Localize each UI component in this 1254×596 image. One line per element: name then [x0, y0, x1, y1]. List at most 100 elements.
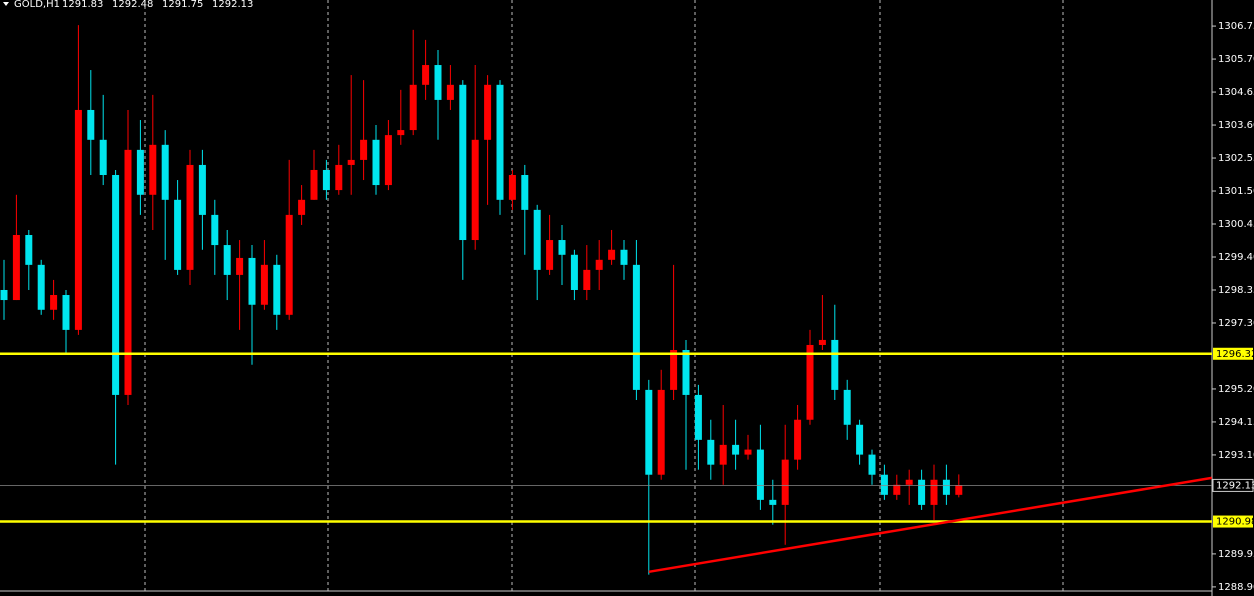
candle-body: [583, 269, 591, 290]
y-tick-label: 1294.15: [1218, 417, 1254, 428]
candle-body: [285, 214, 293, 315]
candle-body: [769, 499, 777, 505]
candle-body: [856, 424, 864, 455]
candle-body: [694, 394, 702, 440]
candle-body: [905, 479, 913, 485]
candle-body: [831, 339, 839, 390]
y-tick-label: 1306.75: [1218, 21, 1254, 32]
candle-body: [347, 159, 355, 165]
candle-body: [818, 339, 826, 345]
candle-body: [682, 349, 690, 395]
y-tick-label: 1288.90: [1218, 582, 1254, 593]
candle-body: [918, 479, 926, 505]
candle-body: [372, 139, 380, 186]
y-tick-label: 1299.40: [1218, 252, 1254, 263]
candle-body: [533, 209, 541, 270]
candle-body: [620, 249, 628, 265]
candle-body: [484, 84, 492, 140]
candle-body: [955, 485, 963, 495]
candle-body: [335, 164, 343, 191]
candle-body: [322, 169, 330, 191]
candle-body: [942, 479, 950, 495]
candle-body: [446, 84, 454, 100]
trendline: [648, 476, 1212, 574]
candle-body: [608, 249, 616, 260]
candle-body: [880, 474, 888, 495]
y-tick-label: 1301.50: [1218, 186, 1254, 197]
candle-body: [459, 84, 467, 241]
level-label: 1296.32: [1216, 349, 1254, 360]
candle-body: [99, 139, 107, 175]
candle-body: [360, 139, 368, 160]
candle-body: [632, 264, 640, 390]
candle-body: [719, 444, 727, 465]
y-tick-label: 1302.55: [1218, 153, 1254, 164]
y-tick-label: 1298.35: [1218, 285, 1254, 296]
candle-body: [310, 169, 318, 200]
candle-body: [645, 389, 653, 475]
header-close: 1292.13: [212, 0, 253, 10]
candle-body: [670, 349, 678, 390]
candle-body: [794, 419, 802, 460]
symbol: GOLD,H1: [14, 0, 60, 10]
y-tick-label: 1289.95: [1218, 549, 1254, 560]
header-open: 1291.83: [62, 0, 103, 10]
level-label-box: [1213, 347, 1253, 360]
y-tick-label: 1295.20: [1218, 384, 1254, 395]
candle-body: [87, 109, 95, 140]
candle-body: [136, 149, 144, 195]
y-tick-label: 1303.60: [1218, 120, 1254, 131]
candle-body: [930, 479, 938, 505]
price-label: 1292.13: [1216, 480, 1254, 491]
candle-body: [25, 235, 33, 265]
candle-body: [37, 264, 45, 310]
level-label: 1290.98: [1216, 517, 1254, 528]
price-label-box: [1212, 478, 1254, 492]
candle-body: [546, 240, 554, 270]
y-tick-label: 1300.45: [1218, 219, 1254, 230]
candle-body: [496, 84, 504, 200]
candle-body: [508, 174, 516, 200]
candle-body: [806, 344, 814, 420]
candle-body: [409, 84, 417, 131]
candle-body: [236, 257, 244, 275]
candle-body: [744, 449, 752, 455]
candle-body: [12, 235, 20, 301]
candle-body: [434, 65, 442, 100]
candle-body: [62, 295, 70, 330]
level-label-box: [1213, 515, 1253, 528]
y-tick-label: 1304.65: [1218, 87, 1254, 98]
candle-body: [174, 199, 182, 270]
candle-body: [595, 259, 603, 270]
candle-body: [248, 257, 256, 305]
candle-body: [843, 389, 851, 425]
candle-body: [384, 135, 392, 186]
candle-body: [211, 214, 219, 246]
candle-body: [112, 174, 120, 395]
y-tick-label: 1297.30: [1218, 318, 1254, 329]
candle-body: [558, 240, 566, 255]
candle-body: [260, 264, 268, 305]
candle-body: [161, 144, 169, 200]
candle-body: [273, 264, 281, 315]
candle-body: [422, 65, 430, 85]
candle-body: [186, 164, 194, 270]
candle-body: [223, 245, 231, 275]
candle-body: [50, 295, 58, 310]
menu-arrow: [3, 2, 9, 6]
candle-body: [74, 109, 82, 330]
candle-body: [298, 199, 306, 215]
time-separators: [144, 0, 1064, 591]
header-low: 1291.75: [162, 0, 203, 10]
candle-body: [893, 484, 901, 495]
candle-body: [521, 174, 529, 210]
candle-body: [707, 439, 715, 465]
header-high: 1292.48: [112, 0, 153, 10]
candle-body: [0, 289, 8, 301]
candle-body: [397, 130, 405, 136]
candle-body: [198, 164, 206, 215]
candle-body: [756, 449, 764, 500]
